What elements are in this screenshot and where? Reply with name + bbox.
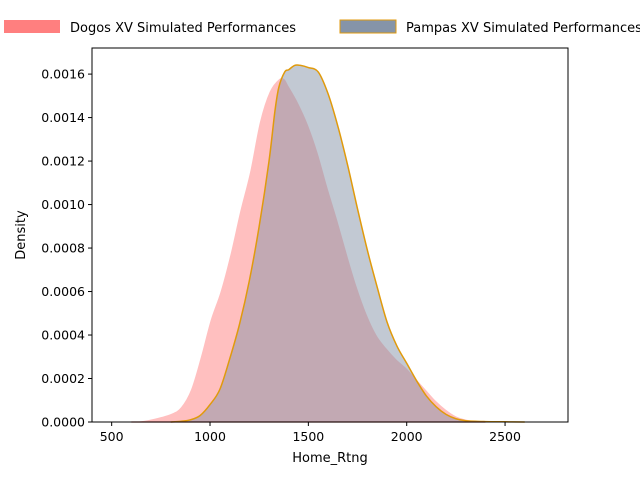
y-tick-label: 0.0006 [41, 284, 85, 299]
legend: Dogos XV Simulated Performances Pampas X… [4, 19, 640, 36]
legend-swatch-pampas [339, 19, 397, 34]
density-areas [131, 64, 525, 423]
y-axis-ticks: 0.0000 0.0002 0.0004 0.0006 0.0008 0.0010 0.00… [41, 67, 92, 430]
x-tick-label: 2000 [391, 429, 423, 444]
y-axis-label: Density [14, 210, 29, 260]
x-tick-label: 500 [100, 429, 124, 444]
legend-label-pampas: Pampas XV Simulated Performances [406, 21, 640, 36]
x-axis-label: Home_Rtng [292, 451, 368, 466]
legend-label-dogos: Dogos XV Simulated Performances [70, 21, 296, 36]
y-tick-label: 0.0016 [41, 67, 85, 82]
legend-swatch-dogos [4, 20, 60, 33]
density-line-pampas [170, 64, 525, 423]
x-tick-label: 1500 [292, 429, 324, 444]
y-tick-label: 0.0014 [41, 110, 85, 125]
x-tick-label: 1000 [194, 429, 226, 444]
y-tick-label: 0.0008 [41, 241, 85, 256]
y-tick-label: 0.0004 [41, 328, 85, 343]
density-area-pampas [170, 64, 525, 422]
x-axis-ticks: 500 1000 1500 2000 2500 [100, 422, 521, 444]
y-tick-label: 0.0010 [41, 197, 85, 212]
plot-frame [91, 47, 569, 423]
x-tick-label: 2500 [489, 429, 521, 444]
y-tick-label: 0.0012 [41, 154, 85, 169]
y-tick-label: 0.0000 [41, 415, 85, 430]
axes [91, 47, 569, 423]
y-tick-label: 0.0002 [41, 371, 85, 386]
